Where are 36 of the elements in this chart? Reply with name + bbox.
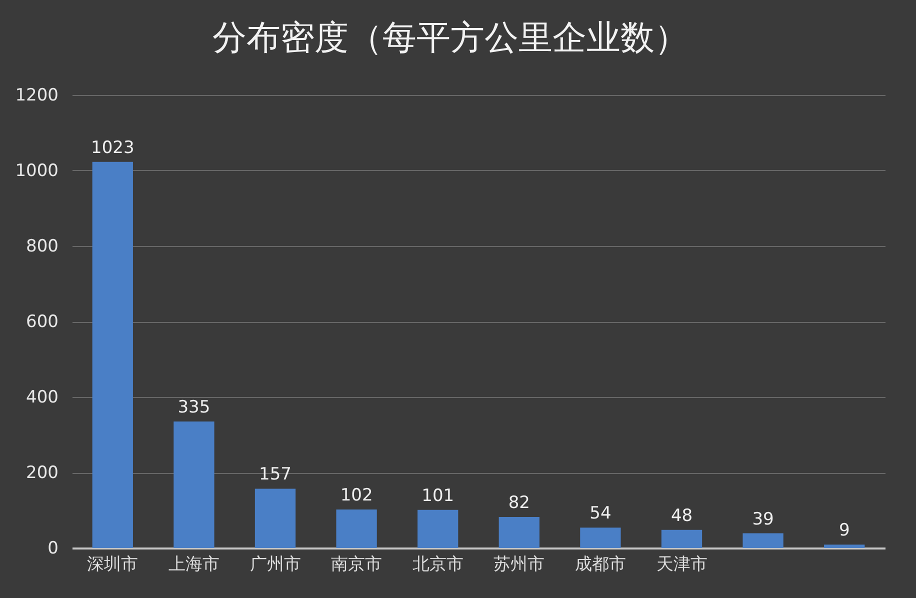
x-tick-label: 成都市 [574, 554, 626, 574]
data-label: 54 [590, 504, 612, 524]
y-tick-label: 200 [26, 463, 58, 483]
x-tick-label: 苏州市 [494, 554, 545, 574]
bar [824, 544, 865, 548]
bar [498, 517, 540, 548]
data-label: 39 [752, 509, 774, 530]
bar [92, 162, 133, 548]
data-label: 1023 [91, 138, 134, 158]
bar [336, 509, 377, 548]
y-tick-label: 600 [26, 312, 58, 332]
x-tick-label: 上海市 [168, 554, 220, 574]
data-label: 82 [508, 493, 530, 514]
y-tick-label: 400 [26, 388, 58, 408]
bar [418, 510, 458, 548]
bar [580, 528, 621, 548]
x-tick-label: 南京市 [331, 554, 382, 574]
data-label: 102 [340, 485, 373, 506]
y-tick-label: 0 [48, 538, 58, 558]
y-tick-label: 1200 [15, 86, 58, 106]
x-tick-label: 北京市 [412, 554, 464, 574]
data-label: 101 [422, 486, 454, 506]
bar [174, 422, 214, 548]
y-tick-label: 800 [26, 236, 58, 256]
y-tick-label: 1000 [15, 161, 58, 181]
x-tick-label: 深圳市 [87, 554, 138, 574]
data-label: 335 [178, 398, 210, 418]
bar [254, 488, 296, 548]
data-label: 157 [259, 464, 292, 485]
bar [661, 530, 702, 548]
x-tick-label: 广州市 [250, 554, 301, 574]
data-label: 9 [838, 520, 850, 541]
data-label: 48 [670, 506, 693, 526]
x-tick-label: 天津市 [656, 554, 708, 574]
chart-title: 分布密度（每平方公里企业数） [212, 18, 688, 58]
bar [742, 533, 784, 548]
